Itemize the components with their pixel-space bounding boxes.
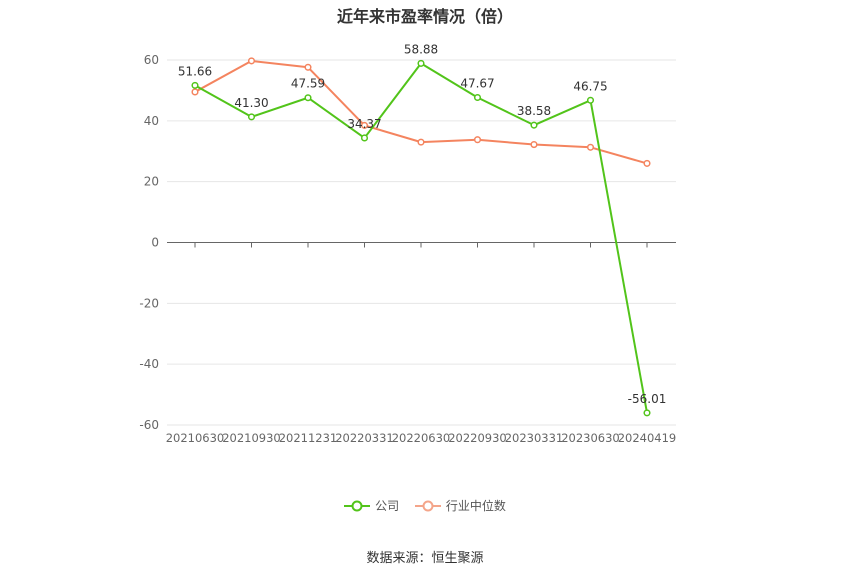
legend-label-industry-median: 行业中位数 bbox=[445, 499, 506, 513]
legend-line-marker-icon bbox=[414, 500, 441, 511]
x-tick-label: 20230630 bbox=[561, 431, 620, 445]
data-label: 46.75 bbox=[573, 79, 607, 93]
y-tick-label: -60 bbox=[139, 418, 159, 432]
data-point-company bbox=[191, 81, 199, 89]
y-tick-label: -40 bbox=[139, 357, 159, 371]
data-point-industry-median bbox=[473, 136, 482, 144]
x-tick-label: 20220930 bbox=[448, 431, 507, 445]
data-label: 51.66 bbox=[178, 64, 212, 78]
line-chart: 60 40 20 0 -20 -40 -60 202106302021093020211231… bbox=[139, 42, 676, 445]
legend-label-company: 公司 bbox=[375, 499, 400, 513]
legend-item-industry-median[interactable]: 行业中位数 bbox=[414, 497, 506, 514]
data-point-company bbox=[643, 409, 651, 417]
data-point-company bbox=[473, 93, 482, 102]
x-tick-label: 20210630 bbox=[166, 431, 225, 445]
data-label: -56.01 bbox=[628, 392, 667, 406]
data-point-industry-median bbox=[360, 121, 369, 129]
data-label: 47.67 bbox=[460, 77, 494, 91]
data-point-industry-median bbox=[417, 138, 425, 146]
data-point-industry-median bbox=[586, 143, 595, 151]
source-note: 数据来源：恒生聚源 bbox=[366, 551, 484, 566]
data-point-company bbox=[530, 121, 538, 129]
data-point-company bbox=[417, 59, 425, 67]
chart-title: 近年来市盈率情况（倍） bbox=[336, 7, 513, 26]
data-point-industry-median bbox=[643, 159, 651, 167]
data-point-industry-median bbox=[304, 63, 312, 71]
y-tick-label: 20 bbox=[144, 175, 159, 189]
series-lines bbox=[191, 57, 651, 417]
data-label: 38.58 bbox=[517, 104, 551, 118]
data-point-company bbox=[247, 113, 256, 121]
y-tick-label: 60 bbox=[144, 53, 159, 67]
data-point-industry-median bbox=[530, 141, 538, 149]
data-point-company bbox=[360, 134, 369, 142]
x-tick-label: 20210930 bbox=[222, 431, 281, 445]
x-tick-label: 20220630 bbox=[392, 431, 451, 445]
x-tick-label: 20240419 bbox=[618, 431, 677, 445]
axes: 60 40 20 0 -20 -40 -60 202106302021093020211231… bbox=[139, 53, 676, 445]
y-tick-label: -20 bbox=[139, 296, 159, 310]
data-labels: 51.66 41.30 47.59 34.37 58.88 47.67 38.58 46.75… bbox=[178, 42, 667, 405]
series-line-company bbox=[194, 62, 648, 414]
x-tick-label: 20211231 bbox=[279, 431, 338, 445]
y-tick-label: 40 bbox=[144, 114, 159, 128]
data-label: 34.37 bbox=[347, 117, 381, 131]
y-tick-label: 0 bbox=[151, 236, 159, 250]
x-tick-label: 20230331 bbox=[505, 431, 564, 445]
legend-item-company[interactable]: 公司 bbox=[344, 497, 399, 514]
legend-line-marker-icon bbox=[344, 500, 371, 511]
data-point-industry-median bbox=[247, 57, 256, 65]
x-tick-label: 20220331 bbox=[335, 431, 394, 445]
data-point-company bbox=[586, 96, 595, 104]
data-label: 41.30 bbox=[234, 96, 268, 110]
data-label: 47.59 bbox=[291, 77, 325, 91]
data-point-company bbox=[304, 94, 312, 102]
data-point-industry-median bbox=[191, 88, 199, 96]
data-label: 58.88 bbox=[404, 42, 438, 56]
legend: 公司 行业中位数 bbox=[0, 497, 850, 516]
